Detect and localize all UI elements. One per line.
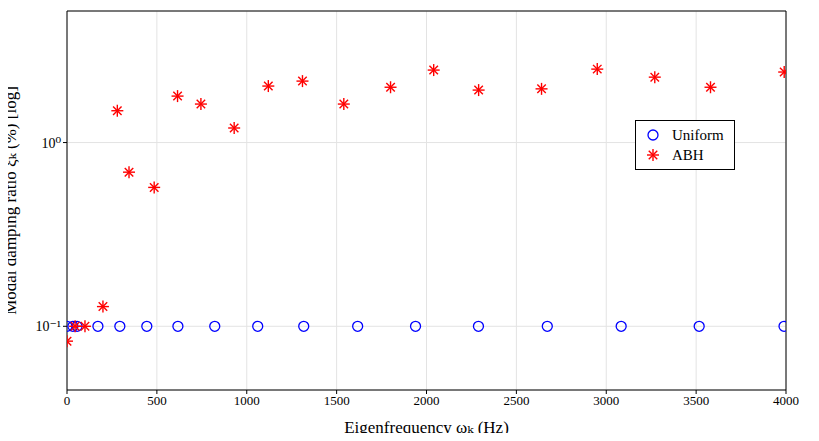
svg-text:3500: 3500	[683, 393, 709, 408]
html-text:Uniform: Uniform	[672, 126, 724, 143]
svg-text:1000: 1000	[234, 393, 260, 408]
svg-text:3000: 3000	[593, 393, 619, 408]
svg-text:500: 500	[147, 393, 167, 408]
svg-text:2500: 2500	[503, 393, 529, 408]
svg-text:1500: 1500	[324, 393, 350, 408]
svg-text:Modal damping ratio ξₖ (%) [lo: Modal damping ratio ξₖ (%) [log]	[8, 86, 20, 315]
svg-text:Eigenfrequency ωₖ (Hz): Eigenfrequency ωₖ (Hz)	[344, 418, 509, 433]
svg-text:0: 0	[64, 393, 71, 408]
svg-text:10⁻¹: 10⁻¹	[35, 319, 61, 334]
svg-text:2000: 2000	[414, 393, 440, 408]
svg-text:4000: 4000	[773, 393, 799, 408]
svg-text:10⁰: 10⁰	[41, 136, 61, 151]
html-text:ABH: ABH	[672, 146, 704, 163]
